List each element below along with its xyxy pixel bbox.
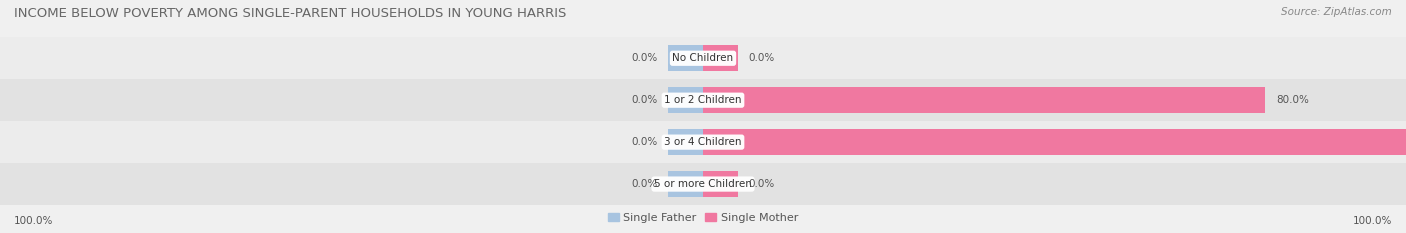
Text: Source: ZipAtlas.com: Source: ZipAtlas.com	[1281, 7, 1392, 17]
Text: 100.0%: 100.0%	[1353, 216, 1392, 226]
Bar	[0, 121, 1406, 163]
Bar	[668, 87, 703, 113]
Text: 0.0%: 0.0%	[631, 95, 657, 105]
Text: 100.0%: 100.0%	[14, 216, 53, 226]
Bar	[0, 79, 1406, 121]
Text: 3 or 4 Children: 3 or 4 Children	[664, 137, 742, 147]
Text: 0.0%: 0.0%	[749, 179, 775, 189]
Bar	[703, 45, 738, 71]
Text: 5 or more Children: 5 or more Children	[654, 179, 752, 189]
Bar	[0, 37, 1406, 79]
Bar	[0, 163, 1406, 205]
Text: 0.0%: 0.0%	[749, 53, 775, 63]
Text: 0.0%: 0.0%	[631, 179, 657, 189]
Text: 80.0%: 80.0%	[1277, 95, 1309, 105]
Bar	[668, 171, 703, 197]
Text: 1 or 2 Children: 1 or 2 Children	[664, 95, 742, 105]
Bar	[668, 129, 703, 155]
Bar	[703, 171, 738, 197]
Bar	[703, 129, 1406, 155]
Legend: Single Father, Single Mother: Single Father, Single Mother	[603, 209, 803, 227]
Text: 0.0%: 0.0%	[631, 137, 657, 147]
Text: INCOME BELOW POVERTY AMONG SINGLE-PARENT HOUSEHOLDS IN YOUNG HARRIS: INCOME BELOW POVERTY AMONG SINGLE-PARENT…	[14, 7, 567, 20]
Bar	[668, 45, 703, 71]
Bar	[703, 87, 1265, 113]
Text: No Children: No Children	[672, 53, 734, 63]
Text: 0.0%: 0.0%	[631, 53, 657, 63]
